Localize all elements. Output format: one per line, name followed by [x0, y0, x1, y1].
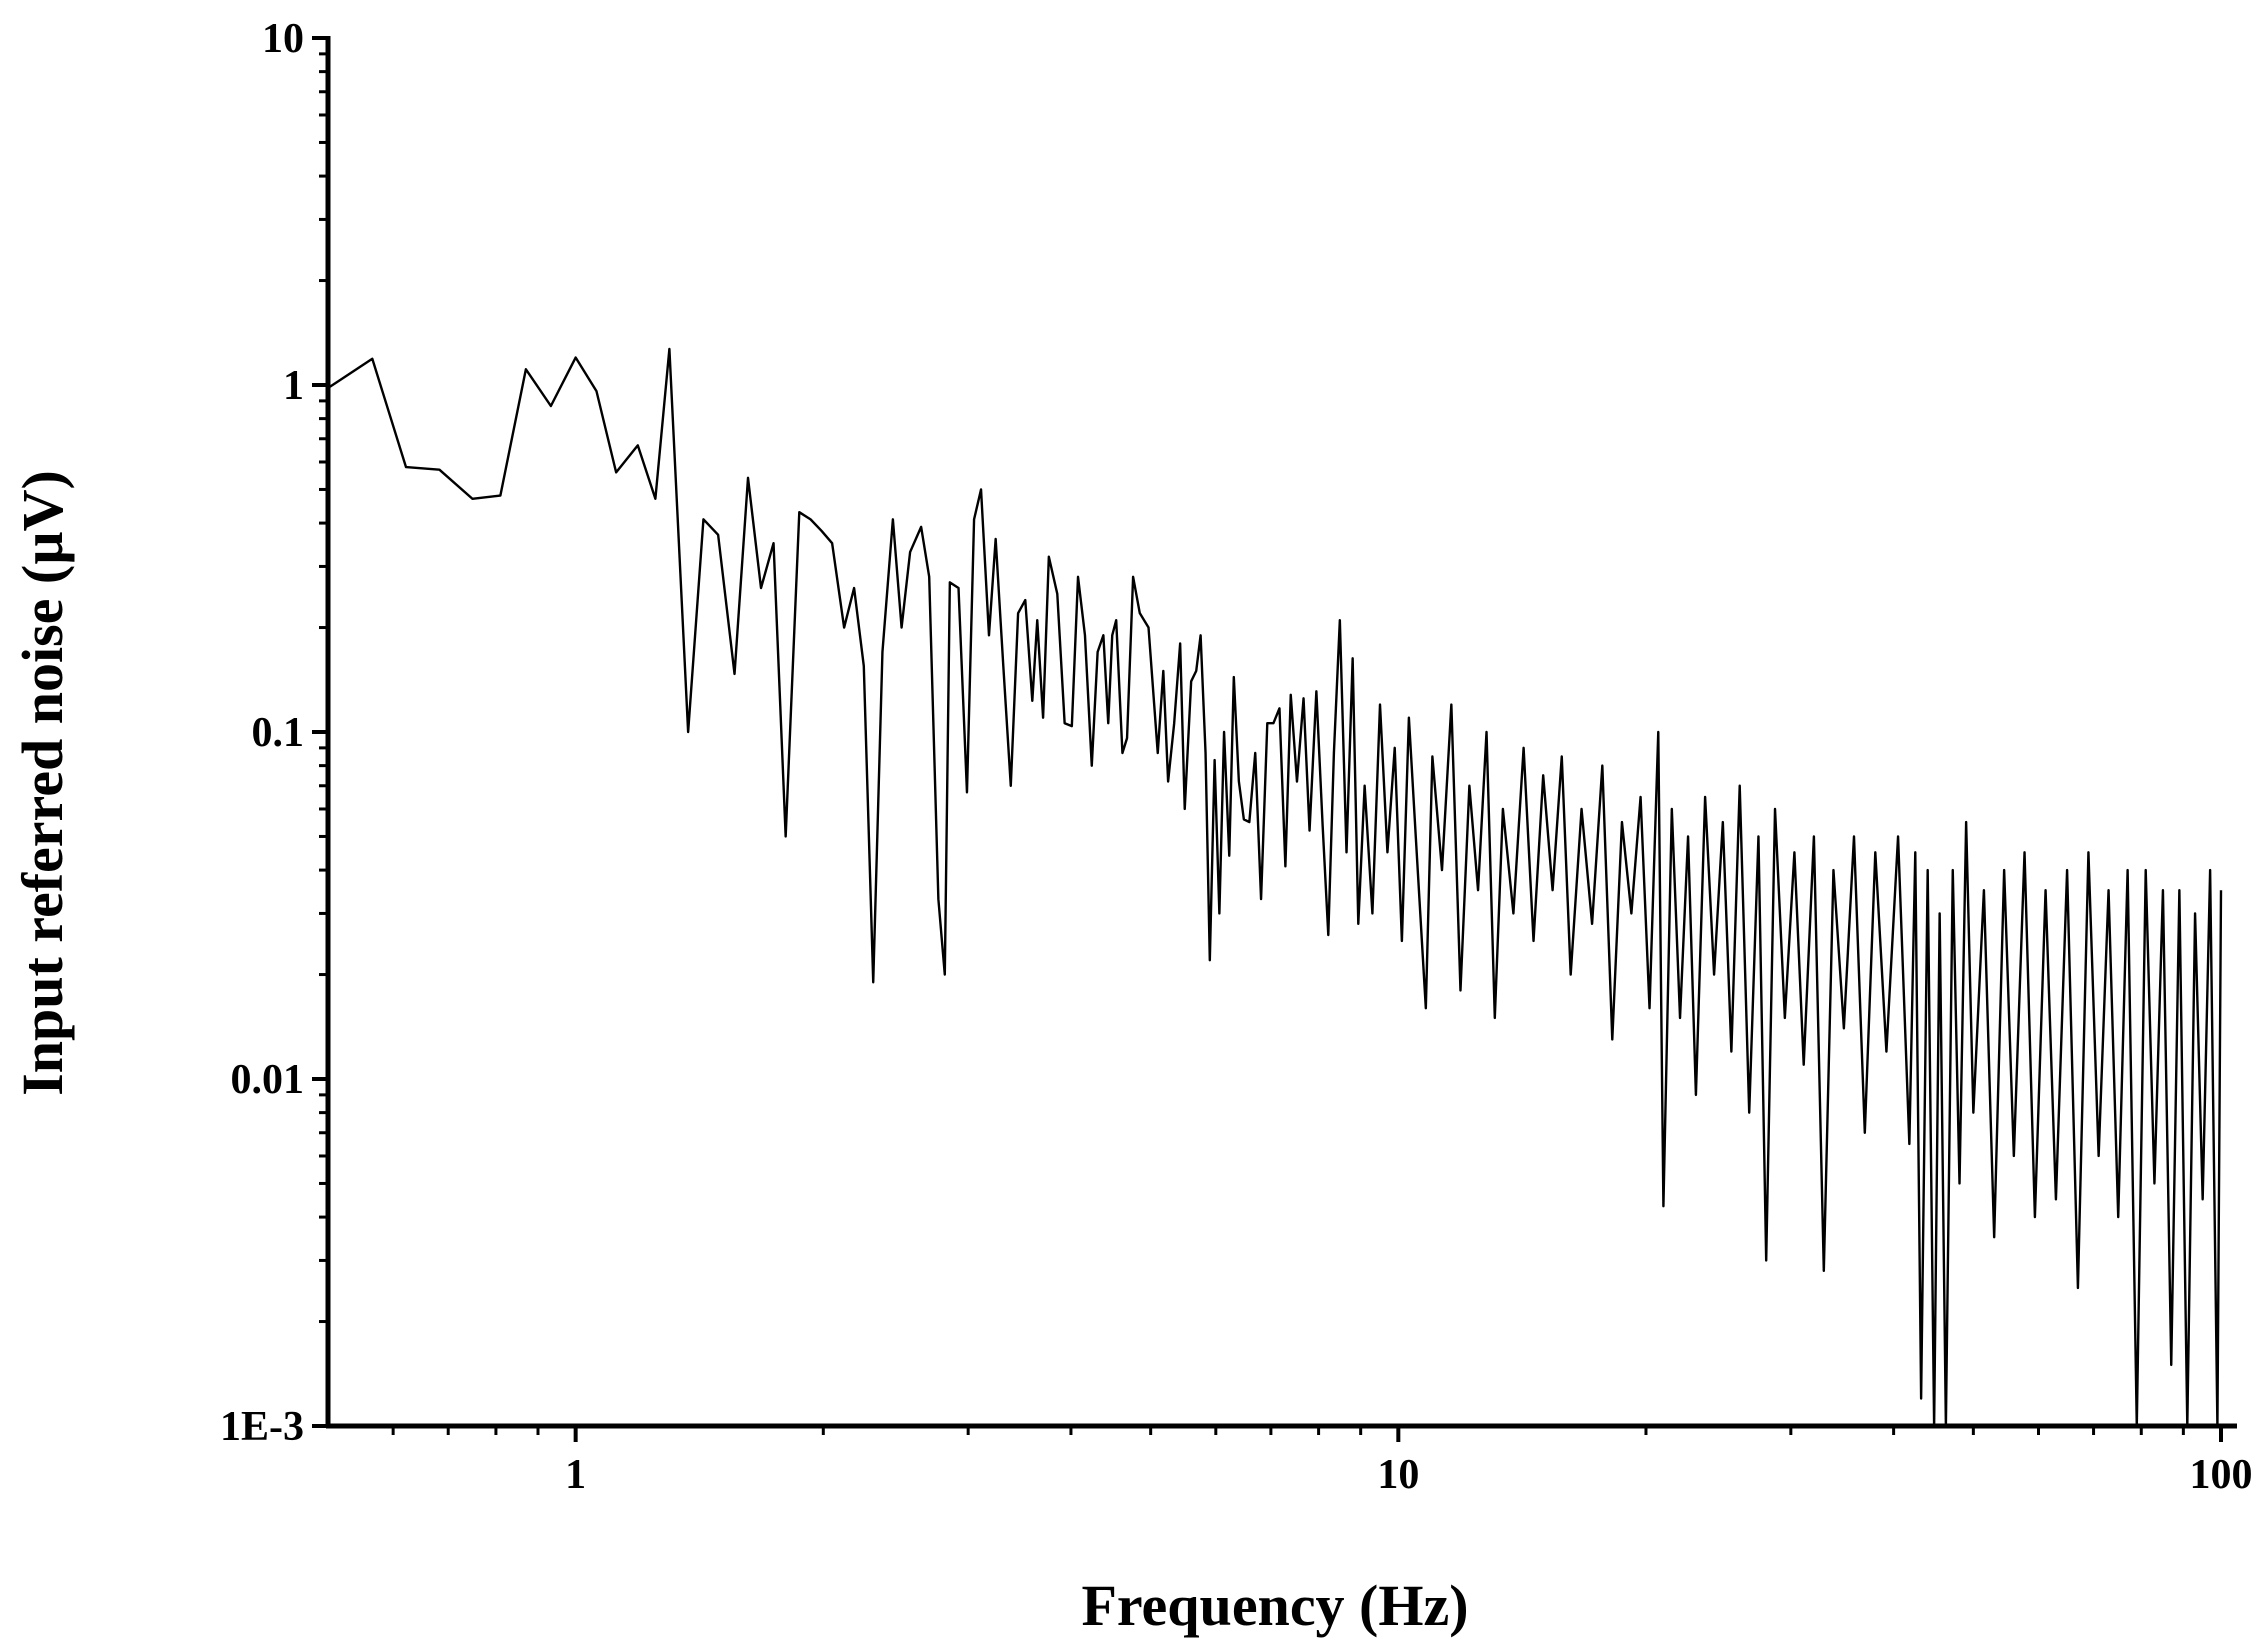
x-tick-label: 1 [565, 1452, 586, 1498]
y-tick-label: 1 [283, 363, 304, 409]
y-axis-title: Input referred noise (µV) [10, 470, 75, 1096]
x-axis-title: Frequency (Hz) [1081, 1573, 1468, 1638]
x-tick-label: 10 [1377, 1452, 1419, 1498]
y-tick-label: 1E-3 [220, 1404, 304, 1450]
y-tick-label: 0.1 [252, 710, 305, 756]
y-tick-label: 10 [262, 16, 304, 62]
x-tick-label: 100 [2190, 1452, 2253, 1498]
y-tick-label: 0.01 [231, 1057, 305, 1103]
noise-line [327, 347, 2223, 1428]
